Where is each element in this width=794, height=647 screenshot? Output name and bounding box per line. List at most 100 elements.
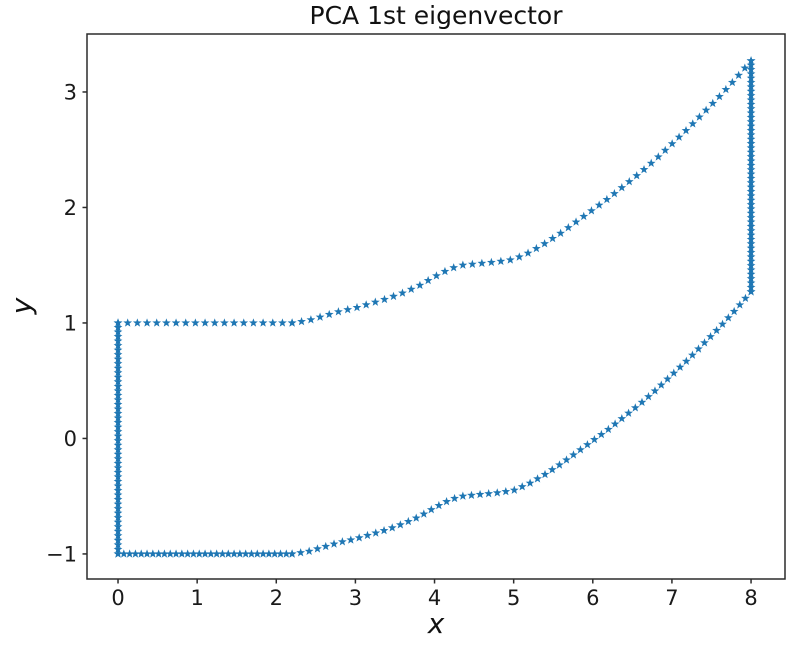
star-marker [496,256,506,266]
star-marker [562,455,571,464]
star-marker [113,377,123,386]
star-marker [746,69,756,78]
star-marker [525,478,535,487]
star-marker [379,525,389,535]
star-marker [746,247,756,257]
star-marker [746,256,756,265]
star-marker [746,169,756,178]
star-marker [571,217,581,226]
star-marker [718,319,727,328]
star-marker [123,318,133,327]
star-marker [746,274,756,283]
star-marker [281,549,291,558]
star-marker [669,368,679,377]
star-marker [343,305,353,314]
star-marker [735,300,745,309]
star-marker [113,531,123,540]
star-marker [440,266,450,276]
star-marker [667,139,677,148]
star-marker [442,497,451,506]
star-marker [113,390,123,400]
star-marker [617,414,627,423]
star-marker [113,372,123,382]
star-marker [706,332,715,341]
star-marker [189,549,198,558]
star-marker [660,145,670,155]
star-marker [113,490,123,499]
star-marker [113,336,123,345]
star-marker [113,327,123,336]
star-marker [656,380,666,389]
star-marker [540,469,550,479]
x-tick-label: 6 [586,586,599,610]
star-marker [746,230,756,239]
star-marker [142,549,152,558]
star-marker [746,91,756,100]
star-marker [113,463,123,472]
star-marker [113,359,123,368]
star-marker [569,450,578,459]
star-marker [249,318,258,327]
star-marker [387,523,397,532]
star-marker [746,112,756,122]
star-marker [449,263,459,272]
star-marker [746,108,756,117]
star-marker [119,549,129,558]
star-marker [276,549,285,558]
star-marker [415,280,425,290]
star-marker [741,293,750,303]
star-marker [113,549,123,558]
star-marker [113,354,123,363]
star-marker [681,356,691,365]
star-marker [688,350,697,359]
star-marker [346,535,356,544]
star-marker [746,182,756,191]
star-marker [142,318,152,327]
star-marker [337,537,347,546]
star-marker [321,541,331,551]
star-marker [181,318,191,327]
star-marker [306,315,316,324]
star-marker [746,130,756,139]
star-marker [334,307,343,316]
star-marker [160,549,169,558]
star-marker [624,177,634,186]
x-axis-ticks: 0 1 2 3 4 5 6 7 8 [111,579,758,610]
star-marker [113,485,123,495]
x-tick-label: 8 [744,586,757,610]
star-marker [644,392,653,401]
star-marker [287,549,297,558]
star-marker [162,318,171,327]
star-marker [484,489,494,498]
x-tick-label: 0 [111,586,124,610]
star-marker [113,350,123,359]
star-marker [594,200,604,209]
y-axis-ticks: −1 0 1 2 3 [46,80,87,566]
star-marker [579,211,589,221]
star-marker [241,549,251,558]
star-marker [113,513,123,522]
star-marker [746,156,756,165]
star-marker [206,549,216,558]
star-marker [370,297,380,306]
star-marker [639,164,649,174]
star-marker [746,64,756,74]
star-marker [113,322,123,332]
star-marker [487,257,496,267]
star-marker [171,318,181,327]
star-marker [113,472,123,481]
star-marker [540,239,549,248]
star-marker [746,134,756,143]
star-marker [688,119,698,128]
star-marker [406,284,416,293]
star-marker [746,200,756,209]
star-marker [734,70,744,80]
star-marker [514,252,524,261]
star-marker [475,489,485,499]
axes-spines [86,33,786,580]
x-tick-label: 2 [270,586,283,610]
star-marker [450,493,459,503]
star-marker [555,460,564,469]
star-marker [467,490,476,500]
